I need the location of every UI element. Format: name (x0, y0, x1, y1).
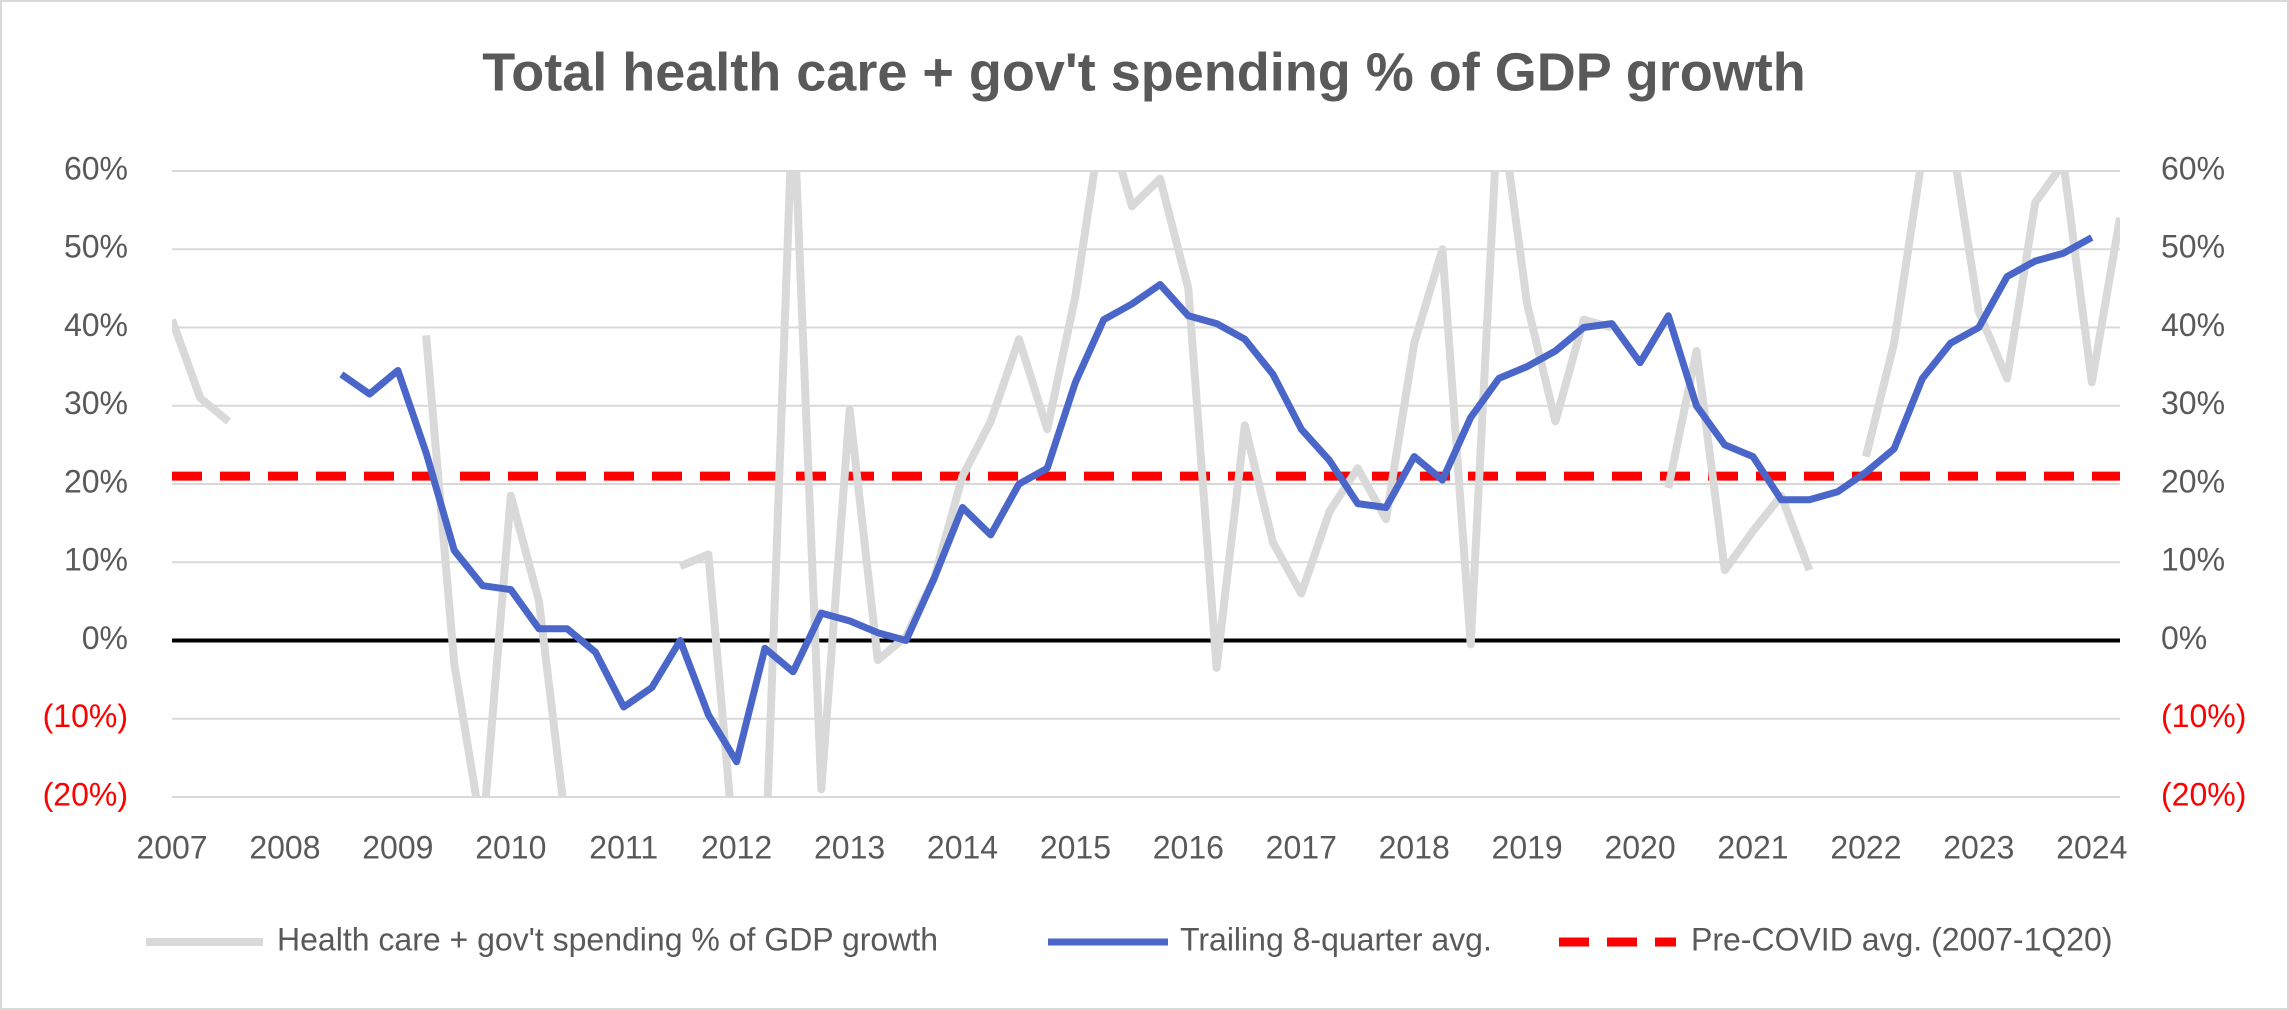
y2-tick-label: 0% (2161, 620, 2207, 656)
x-tick-label: 2014 (927, 829, 998, 865)
x-tick-label: 2012 (701, 829, 772, 865)
y-tick-label: 30% (64, 385, 128, 421)
x-tick-label: 2015 (1040, 829, 1111, 865)
x-tick-label: 2016 (1153, 829, 1224, 865)
x-tick-label: 2008 (249, 829, 320, 865)
series-line (339, 234, 2094, 766)
legend-label: Trailing 8-quarter avg. (1180, 921, 1492, 957)
x-tick-label: 2018 (1379, 829, 1450, 865)
chart-title: Total health care + gov't spending % of … (482, 42, 1805, 102)
x-tick-label: 2020 (1604, 829, 1675, 865)
x-tick-label: 2011 (589, 829, 658, 865)
y2-tick-label: (20%) (2161, 776, 2246, 812)
x-tick-label: 2019 (1492, 829, 1563, 865)
x-tick-label: 2007 (136, 829, 207, 865)
y2-tick-label: 10% (2161, 542, 2225, 578)
plot-area (172, 171, 2120, 797)
y2-tick-label: 20% (2161, 463, 2225, 499)
y-tick-label: (10%) (43, 698, 128, 734)
y2-tick-label: 60% (2161, 150, 2225, 186)
y-tick-label: (20%) (43, 776, 128, 812)
y-tick-label: 50% (64, 229, 128, 265)
x-tick-label: 2023 (1943, 829, 2014, 865)
x-tick-label: 2013 (814, 829, 885, 865)
x-tick-label: 2024 (2056, 829, 2127, 865)
x-tick-label: 2010 (475, 829, 546, 865)
series-line (172, 171, 2120, 797)
y-tick-label: 0% (82, 620, 128, 656)
y2-tick-label: 50% (2161, 229, 2225, 265)
legend-label: Pre-COVID avg. (2007-1Q20) (1691, 921, 2113, 957)
x-tick-label: 2017 (1266, 829, 1337, 865)
y-tick-label: 40% (64, 307, 128, 343)
x-tick-label: 2022 (1830, 829, 1901, 865)
y2-tick-label: 40% (2161, 307, 2225, 343)
x-tick-label: 2021 (1717, 829, 1788, 865)
legend-label: Health care + gov't spending % of GDP gr… (277, 921, 938, 957)
x-tick-label: 2009 (362, 829, 433, 865)
y-tick-label: 20% (64, 463, 128, 499)
y2-tick-label: 30% (2161, 385, 2225, 421)
y2-tick-label: (10%) (2161, 698, 2246, 734)
y-tick-label: 10% (64, 542, 128, 578)
y-tick-label: 60% (64, 150, 128, 186)
